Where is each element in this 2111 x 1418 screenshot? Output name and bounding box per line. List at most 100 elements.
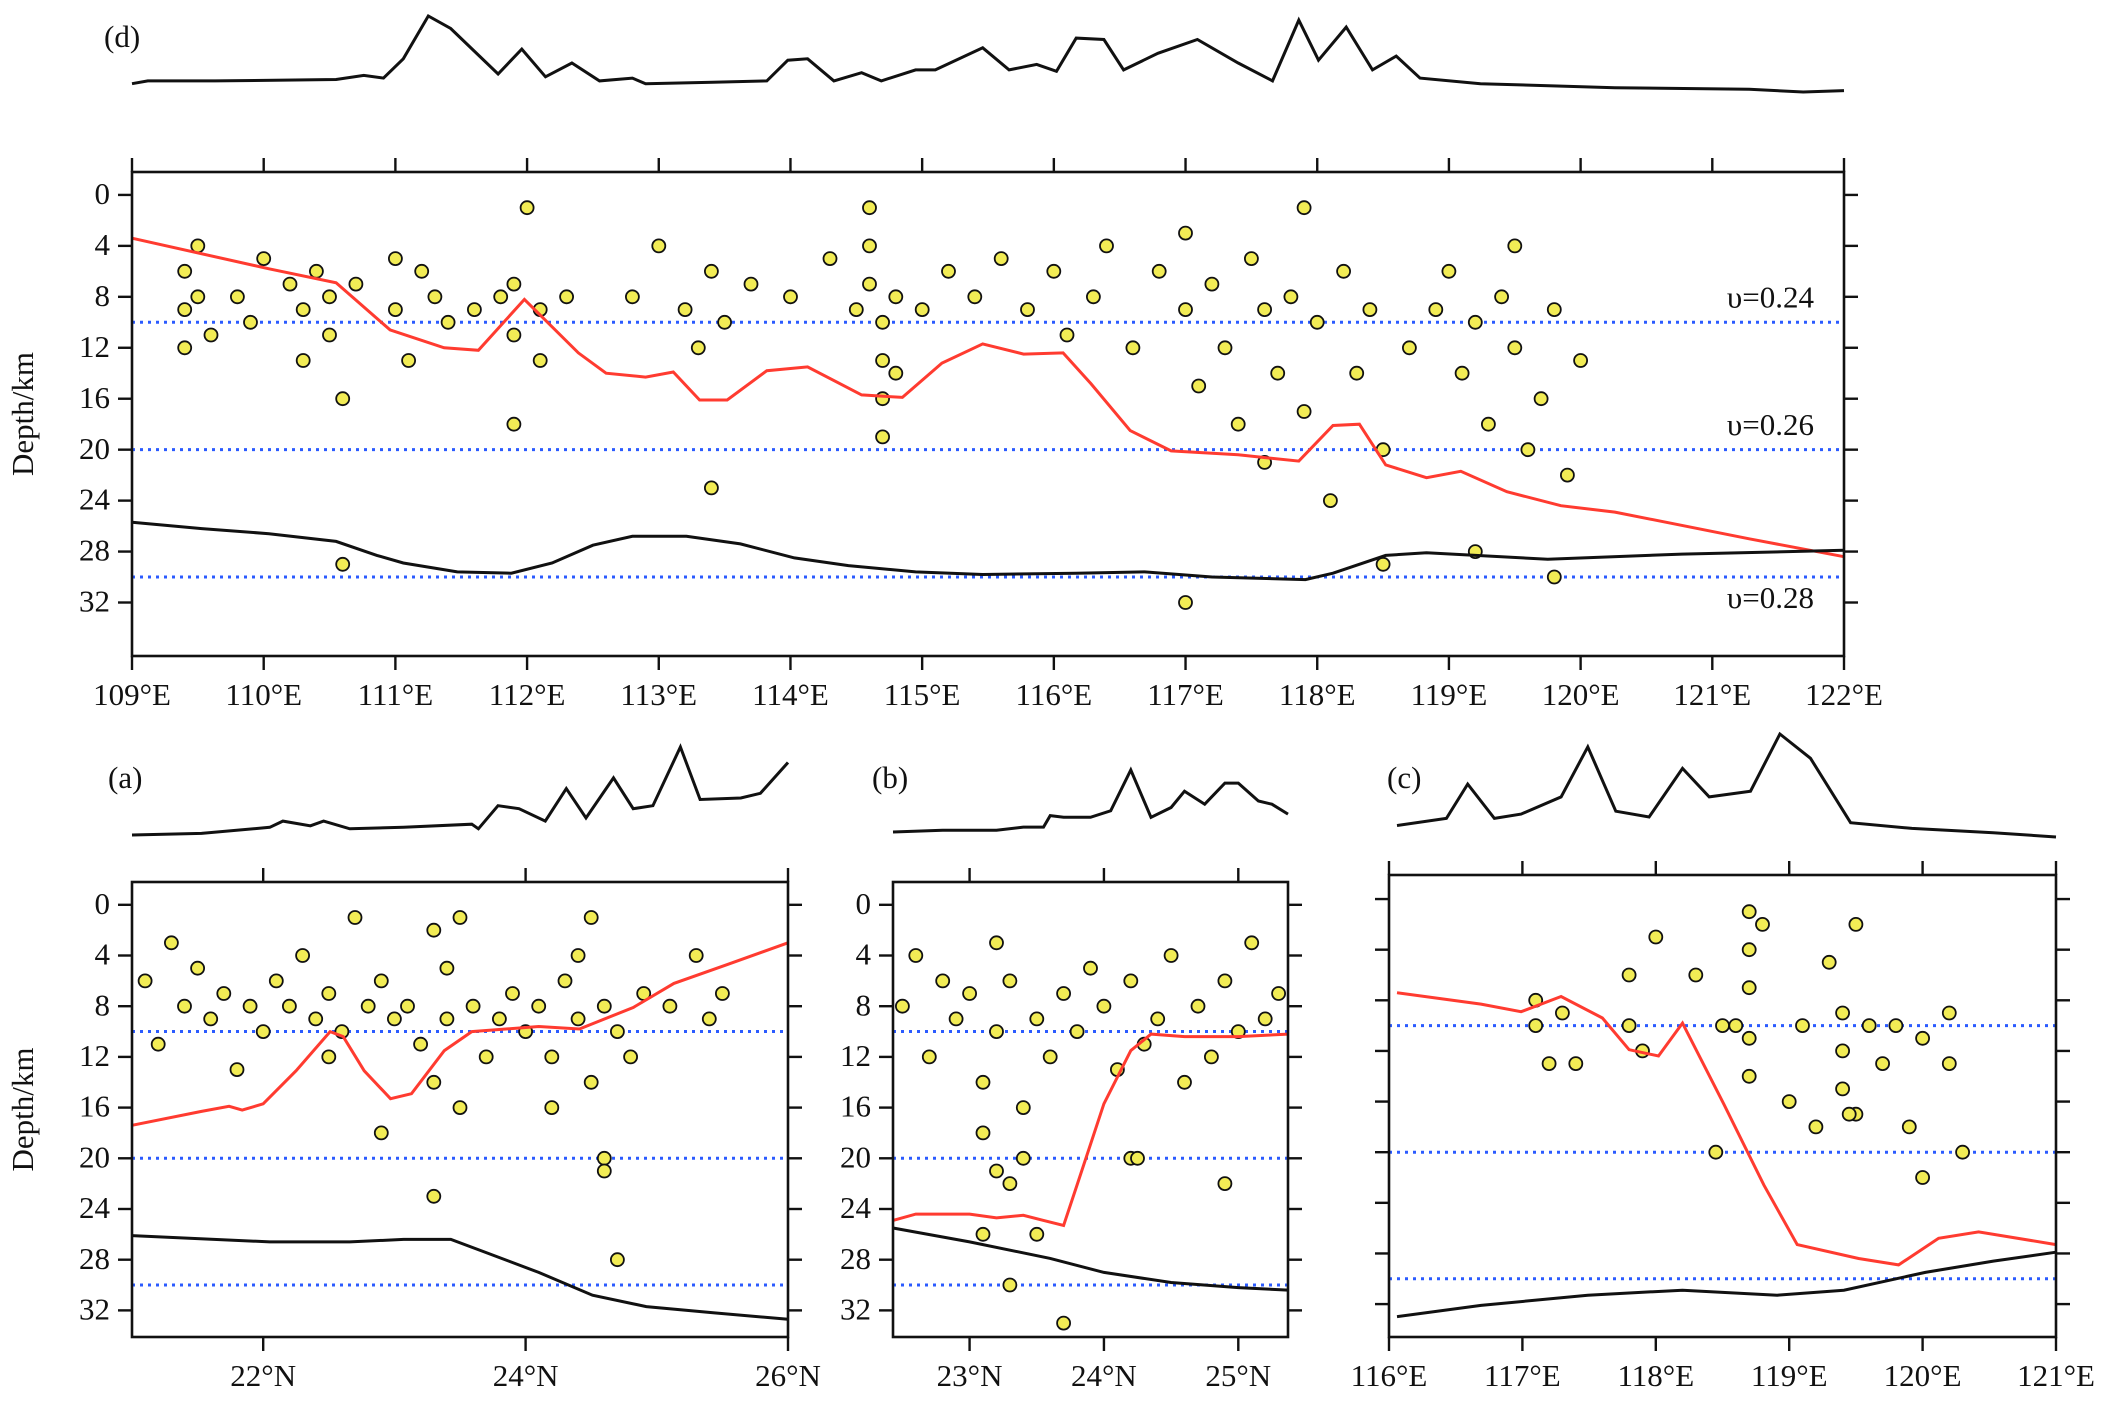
- earthquake-point: [1056, 986, 1071, 1001]
- y-tick-label: 24: [79, 1190, 111, 1225]
- profile-line: [131, 520, 1845, 582]
- earthquake-point: [177, 302, 193, 318]
- earthquake-point: [1546, 302, 1562, 318]
- y-tick-label: 16: [840, 1089, 871, 1124]
- x-tick-label: 24°N: [493, 1358, 559, 1393]
- earthquake-point: [1861, 1018, 1877, 1033]
- earthquake-point: [506, 327, 522, 343]
- earthquake-point: [452, 1100, 468, 1115]
- panel: (a) 0 4 8 12 16 20 24 28 32 22°N 24°N 26°N Depth/km: [5, 743, 821, 1393]
- earthquake-point: [321, 986, 337, 1001]
- earthquake-point: [1573, 353, 1588, 368]
- earthquake-point: [506, 276, 522, 292]
- earthquake-point: [989, 1024, 1004, 1039]
- earthquake-point: [360, 998, 376, 1014]
- profile-line: [892, 1226, 1289, 1292]
- earthquake-point: [400, 998, 415, 1014]
- earthquake-point: [596, 1163, 612, 1179]
- earthquake-point: [1123, 973, 1139, 989]
- earthquake-point: [177, 998, 192, 1014]
- earthquake-point: [688, 948, 704, 963]
- earthquake-point: [1941, 1056, 1957, 1071]
- earthquake-point: [295, 353, 311, 368]
- elevation-profile: [131, 13, 1845, 94]
- earthquake-point: [1020, 302, 1035, 318]
- earthquake-point: [1042, 1049, 1058, 1065]
- earthquake-point: [335, 556, 351, 572]
- y-tick-label: 8: [95, 278, 111, 313]
- earthquake-point: [941, 263, 956, 279]
- earthquake-point: [387, 302, 403, 318]
- earthquake-point: [875, 353, 890, 368]
- earthquake-point: [1835, 1005, 1850, 1021]
- profile-line: [131, 1234, 789, 1321]
- earthquake-point: [975, 1074, 991, 1090]
- earthquake-point: [1941, 1005, 1957, 1021]
- profile-line: [1396, 991, 2057, 1267]
- earthquake-point: [596, 1150, 612, 1166]
- earthquake-point: [1178, 225, 1193, 241]
- earthquake-point: [1621, 1018, 1637, 1033]
- earthquake-point: [1244, 935, 1260, 951]
- earthquake-point: [1875, 1056, 1890, 1071]
- y-tick-label: 12: [79, 329, 110, 364]
- earthquake-point: [1178, 595, 1193, 610]
- earthquake-point: [559, 289, 574, 305]
- earthquake-point: [1029, 1226, 1045, 1242]
- earthquake-point: [1178, 302, 1193, 318]
- earthquake-point: [373, 1125, 389, 1141]
- panel-label: (d): [104, 19, 140, 54]
- x-tick-label: 115°E: [884, 677, 961, 712]
- earthquake-point: [1541, 1056, 1557, 1071]
- earthquake-point: [1555, 1005, 1570, 1021]
- earthquake-point: [1533, 391, 1549, 407]
- y-tick-label: 0: [856, 886, 872, 921]
- earthquake-point: [921, 1049, 937, 1065]
- earthquake-point: [1715, 1018, 1730, 1033]
- reference-label: υ=0.28: [1727, 580, 1814, 615]
- earthquake-point: [1130, 1150, 1145, 1166]
- profile-line: [131, 941, 789, 1127]
- earthquake-point: [426, 1074, 442, 1090]
- earthquake-point: [1546, 569, 1562, 585]
- earthquake-point: [701, 1011, 717, 1027]
- earthquake-point: [1375, 556, 1391, 572]
- elevation-profile: [892, 766, 1289, 834]
- earthquake-point: [282, 276, 298, 292]
- y-tick-label: 32: [79, 584, 110, 619]
- earthquake-point: [1204, 276, 1220, 292]
- y-tick-label: 28: [840, 1241, 871, 1276]
- earthquake-point: [1781, 1094, 1797, 1109]
- earthquake-point: [308, 263, 324, 279]
- earthquake-point: [427, 289, 443, 305]
- earthquake-point: [717, 314, 732, 330]
- earthquake-point: [321, 1049, 337, 1065]
- earthquake-point: [532, 353, 548, 368]
- y-tick-label: 0: [95, 886, 111, 921]
- earthquake-point: [1046, 263, 1062, 279]
- earthquake-point: [662, 998, 678, 1014]
- earthquake-point: [478, 1049, 494, 1065]
- earthquake-point: [150, 1036, 166, 1052]
- x-tick-label: 113°E: [620, 677, 697, 712]
- y-tick-label: 4: [95, 937, 111, 972]
- earthquake-point: [163, 935, 179, 951]
- earthquake-point: [596, 998, 612, 1014]
- plot-frame: [130, 880, 790, 1339]
- plot-frame: [891, 880, 1290, 1339]
- earthquake-point: [466, 302, 482, 318]
- earthquake-point: [895, 998, 910, 1014]
- x-tick-label: 121°E: [2017, 1358, 2095, 1393]
- earthquake-point: [1002, 1176, 1018, 1191]
- earthquake-point: [651, 238, 667, 254]
- x-tick-label: 110°E: [225, 677, 302, 712]
- panel-label: (a): [108, 760, 142, 795]
- y-tick-label: 0: [95, 176, 111, 211]
- x-tick-label: 118°E: [1279, 677, 1356, 712]
- earthquake-point: [1336, 263, 1351, 279]
- earthquake-point: [1002, 973, 1018, 989]
- earthquake-point: [677, 302, 693, 318]
- earthquake-point: [625, 289, 640, 305]
- earthquake-point: [177, 340, 193, 356]
- y-tick-label: 32: [840, 1291, 871, 1326]
